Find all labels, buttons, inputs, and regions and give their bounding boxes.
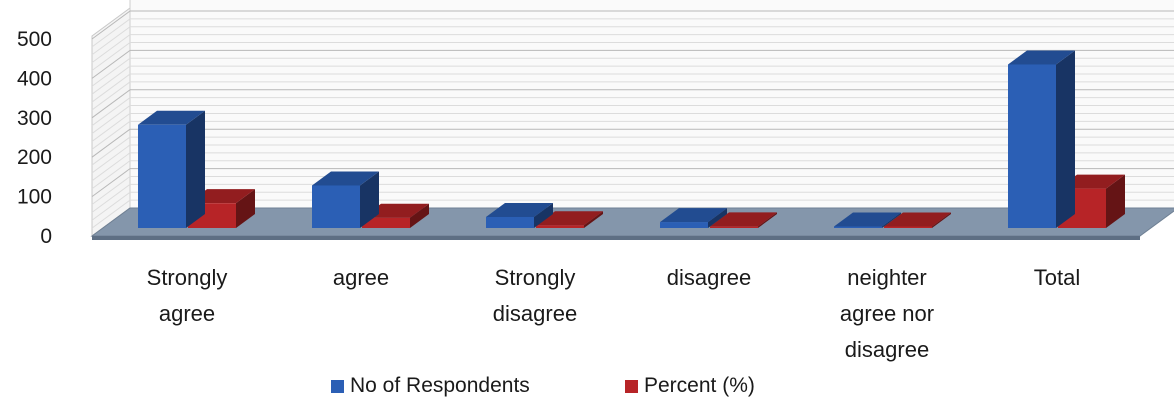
bar-percent-top [884, 212, 951, 227]
x-tick-label: disagree [667, 265, 751, 290]
bar-respondents [1008, 64, 1056, 229]
gridline-side [91, 176, 131, 205]
gridline-side [91, 73, 131, 103]
legend-swatch-percent [625, 380, 638, 393]
bar-percent [536, 225, 584, 228]
gridline-side [91, 42, 131, 71]
gridline-side [91, 191, 131, 221]
bar-respondents [138, 124, 186, 228]
bar-respondents [486, 216, 534, 228]
gridline-side [91, 105, 131, 134]
bar-respondents-side [708, 208, 727, 228]
gridline-side [91, 97, 131, 127]
gridline-side [91, 160, 131, 190]
gridline-side [91, 168, 131, 198]
y-tick-label: 500 [17, 28, 52, 51]
y-tick-label: 100 [17, 186, 52, 209]
gridline-side [91, 57, 131, 87]
x-tick-label: agree [333, 265, 389, 290]
bar-respondents-top [1008, 50, 1075, 65]
gridline-side [91, 183, 131, 213]
bar-respondents-top [312, 171, 379, 186]
y-tick-label: 0 [40, 225, 52, 248]
bar-percent-side [932, 212, 951, 228]
gridline-side [91, 128, 131, 158]
bar-percent-side [758, 212, 777, 228]
y-tick-label: 200 [17, 146, 52, 169]
bar-percent-side [584, 211, 603, 228]
gridline-side [91, 113, 131, 142]
bar-percent-side [1106, 174, 1125, 228]
bar-respondents-top [834, 212, 901, 227]
gridline-side [91, 34, 131, 64]
gridline-side [91, 18, 131, 48]
bar-respondents-side [882, 212, 901, 228]
legend-swatch-respondents [331, 380, 344, 393]
bar-respondents-side [360, 171, 379, 228]
gridline-side [91, 120, 131, 150]
bar-respondents-top [660, 208, 727, 223]
y-tick-label: 300 [17, 107, 52, 130]
gridline-side [91, 10, 131, 40]
x-tick-label: Strongly [495, 265, 576, 290]
gridline-side [91, 199, 131, 229]
gridline-side [91, 152, 131, 182]
bar-percent [710, 226, 758, 228]
gridline-side [91, 81, 131, 111]
bar-respondents-side [1056, 50, 1075, 228]
bar-respondents [834, 226, 882, 228]
legend-label-percent: Percent (%) [644, 374, 755, 397]
bar-percent [362, 217, 410, 228]
bar-respondents-side [186, 110, 205, 228]
bar-respondents [660, 222, 708, 228]
gridline-side [91, 49, 131, 79]
x-tick-label: disagree [845, 337, 929, 362]
gridline-side [91, 144, 131, 174]
legend-label-respondents: No of Respondents [350, 374, 530, 397]
chart-floor-edge [92, 236, 1140, 240]
x-tick-label: disagree [493, 301, 577, 326]
bar-percent [884, 226, 932, 228]
x-tick-label: agree nor [840, 301, 934, 326]
gridline-side [91, 26, 131, 56]
y-tick-label: 400 [17, 67, 52, 90]
x-tick-label: Strongly [147, 265, 228, 290]
gridline-side [91, 65, 131, 95]
bar-percent-top [536, 211, 603, 226]
bar-respondents-top [138, 110, 205, 125]
bar-percent-side [410, 203, 429, 228]
bar-respondents-side [534, 202, 553, 228]
x-tick-label: agree [159, 301, 215, 326]
bar-percent-top [710, 212, 777, 227]
bar-percent-side [236, 189, 255, 228]
bar-respondents [312, 185, 360, 228]
x-tick-label: Total [1034, 265, 1080, 290]
gridline-side [91, 136, 131, 166]
gridline-side [91, 89, 131, 119]
x-tick-label: neighter [847, 265, 927, 290]
bar-respondents-top [486, 202, 553, 217]
